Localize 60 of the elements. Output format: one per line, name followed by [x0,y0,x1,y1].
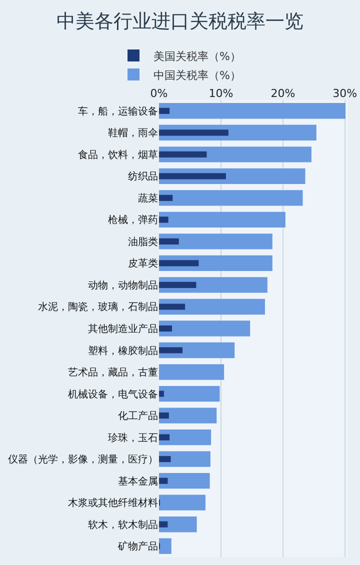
y-tick-label: 基本金属 [118,475,158,488]
bar [159,320,250,336]
bar [159,412,169,419]
bar [159,516,197,532]
y-tick-label: 水泥，陶瓷，玻璃，石制品 [38,301,158,314]
y-tick-label: 塑料，橡胶制品 [88,344,158,357]
bar [159,451,210,467]
bar [159,456,171,462]
bar [159,347,183,354]
y-tick-label: 油脂类 [128,236,158,248]
bar [159,494,206,510]
y-tick-label: 艺术品，藏品，古董 [68,366,158,379]
y-tick-label: 纺织品 [128,170,158,183]
y-tick-label: 蔬菜 [138,192,158,204]
y-tick-label: 枪械，弹药 [108,214,158,226]
bar [159,434,170,440]
y-tick-label: 矿物产品 [117,540,158,553]
bar [159,108,170,114]
bar [159,538,172,554]
y-tick-label: 仪器（光学，影像，测量，医疗） [8,454,158,466]
legend-label: 中国关税率（%） [154,68,241,82]
bar [159,151,207,158]
bar [159,473,210,489]
bar [159,304,186,310]
bar [159,325,172,332]
bar [159,173,226,180]
y-tick-label: 珍珠，玉石 [108,432,158,444]
bar [159,390,164,397]
bar [159,364,224,380]
bar [159,429,212,446]
y-tick-label: 鞋帽，雨伞 [108,127,158,140]
bar [159,478,168,484]
y-tick-label: 食品，饮料，烟草 [78,148,158,161]
bar [159,194,173,201]
bar [159,521,168,528]
y-tick-label: 动物，动物制品 [88,279,158,292]
x-tick-label: 20% [270,86,296,100]
bar [159,103,346,119]
bar [159,260,199,266]
bar [159,234,272,250]
bar [159,212,286,228]
chart-title: 中美各行业进口关税税率一览 [56,10,304,32]
y-tick-label: 软木，软木制品 [88,518,158,531]
y-tick-label: 机械设备，电气设备 [68,388,158,400]
legend-label: 美国关税率（%） [154,50,241,63]
y-tick-label: 其他制造业产品 [88,323,158,335]
bar [159,238,179,244]
y-tick-label: 化工产品 [118,410,158,422]
y-tick-label: 皮革类 [128,258,158,270]
y-tick-label: 木浆或其他纤维材料 [68,497,158,510]
bar [159,190,303,206]
x-tick-label: 30% [332,86,358,100]
x-tick-label: 0% [150,86,168,100]
bar [159,130,228,136]
bar [159,282,196,288]
bar [159,216,168,223]
x-tick-label: 10% [208,86,234,100]
bar [159,386,220,402]
y-tick-label: 车，船，运输设备 [78,105,158,118]
bar [159,408,217,424]
